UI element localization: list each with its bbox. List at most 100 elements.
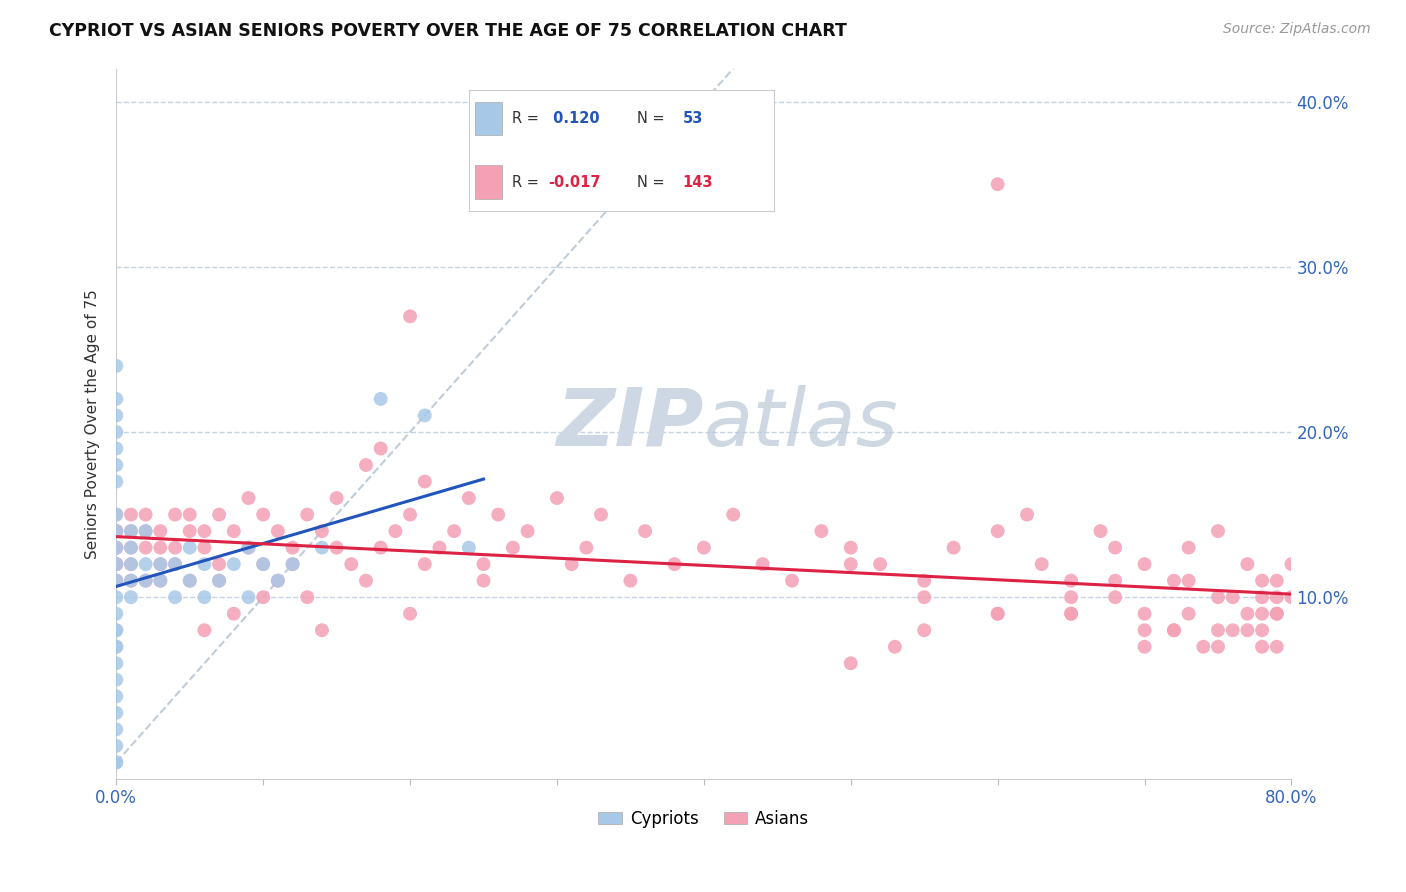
Point	[546, 491, 568, 505]
Point	[1265, 607, 1288, 621]
Point	[1206, 640, 1229, 654]
Point	[354, 574, 377, 588]
Point	[238, 590, 260, 604]
Point	[1251, 590, 1274, 604]
Point	[1031, 557, 1053, 571]
Point	[105, 541, 128, 555]
Point	[634, 524, 657, 538]
Point	[252, 557, 274, 571]
Point	[693, 541, 716, 555]
Point	[120, 541, 142, 555]
Point	[163, 541, 186, 555]
Point	[135, 508, 157, 522]
Point	[1090, 524, 1112, 538]
Point	[267, 574, 290, 588]
Point	[105, 508, 128, 522]
Point	[1177, 607, 1199, 621]
Point	[589, 508, 612, 522]
Point	[311, 624, 333, 638]
Point	[163, 557, 186, 571]
Point	[179, 524, 201, 538]
Point	[1222, 590, 1244, 604]
Point	[105, 723, 128, 737]
Point	[1206, 524, 1229, 538]
Point	[1133, 557, 1156, 571]
Point	[163, 557, 186, 571]
Point	[325, 491, 347, 505]
Point	[105, 690, 128, 704]
Point	[1163, 574, 1185, 588]
Point	[325, 541, 347, 555]
Point	[105, 673, 128, 687]
Point	[105, 657, 128, 671]
Point	[149, 574, 172, 588]
Point	[238, 541, 260, 555]
Point	[208, 574, 231, 588]
Point	[105, 739, 128, 753]
Point	[120, 524, 142, 538]
Point	[105, 524, 128, 538]
Point	[163, 590, 186, 604]
Point	[472, 557, 495, 571]
Point	[105, 524, 128, 538]
Point	[105, 574, 128, 588]
Point	[987, 177, 1010, 191]
Point	[105, 524, 128, 538]
Point	[238, 541, 260, 555]
Point	[1060, 607, 1083, 621]
Point	[120, 557, 142, 571]
Point	[297, 508, 319, 522]
Point	[1222, 624, 1244, 638]
Point	[839, 657, 862, 671]
Point	[1265, 607, 1288, 621]
Point	[149, 557, 172, 571]
Point	[149, 557, 172, 571]
Point	[575, 541, 598, 555]
Point	[193, 590, 215, 604]
Point	[1133, 624, 1156, 638]
Point	[193, 524, 215, 538]
Point	[208, 557, 231, 571]
Point	[120, 541, 142, 555]
Point	[163, 508, 186, 522]
Point	[839, 557, 862, 571]
Point	[413, 475, 436, 489]
Point	[457, 541, 479, 555]
Point	[619, 574, 641, 588]
Point	[723, 508, 745, 522]
Point	[370, 392, 392, 406]
Point	[135, 574, 157, 588]
Point	[1163, 624, 1185, 638]
Point	[1104, 541, 1126, 555]
Point	[222, 524, 245, 538]
Point	[135, 541, 157, 555]
Point	[942, 541, 965, 555]
Point	[370, 442, 392, 456]
Point	[105, 756, 128, 770]
Point	[1133, 640, 1156, 654]
Point	[252, 590, 274, 604]
Point	[839, 541, 862, 555]
Point	[1104, 590, 1126, 604]
Point	[1133, 607, 1156, 621]
Point	[120, 574, 142, 588]
Point	[135, 524, 157, 538]
Point	[105, 557, 128, 571]
Point	[105, 508, 128, 522]
Point	[1281, 557, 1303, 571]
Point	[457, 491, 479, 505]
Point	[987, 607, 1010, 621]
Point	[281, 541, 304, 555]
Point	[105, 624, 128, 638]
Point	[105, 359, 128, 373]
Point	[486, 508, 509, 522]
Point	[105, 392, 128, 406]
Text: Source: ZipAtlas.com: Source: ZipAtlas.com	[1223, 22, 1371, 37]
Point	[1060, 590, 1083, 604]
Point	[149, 541, 172, 555]
Point	[208, 574, 231, 588]
Point	[1236, 557, 1258, 571]
Point	[105, 706, 128, 720]
Point	[311, 541, 333, 555]
Point	[1192, 640, 1215, 654]
